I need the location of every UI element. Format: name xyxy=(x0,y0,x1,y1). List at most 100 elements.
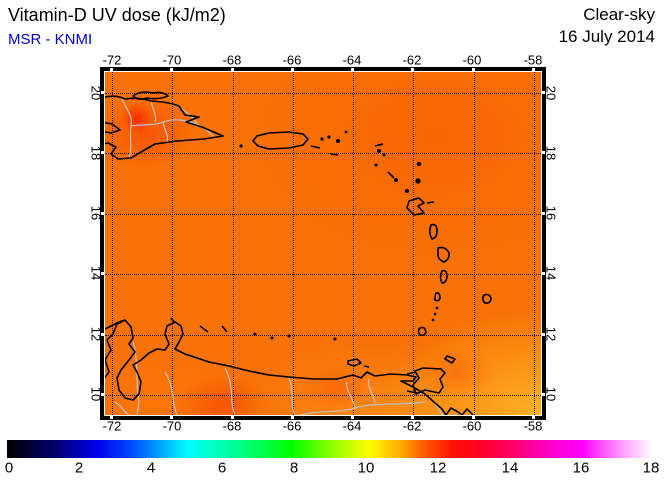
graticule-line xyxy=(105,335,541,336)
st-lucia xyxy=(439,269,448,284)
colorbar-tick-label: 18 xyxy=(642,459,660,477)
colorbar-tick-label: 0 xyxy=(4,459,14,477)
colorbar-tick-label: 8 xyxy=(289,459,299,477)
tick-notch xyxy=(101,272,104,275)
lon-tick-label-top: -60 xyxy=(462,52,482,68)
tick-notch xyxy=(542,393,545,396)
lon-tick-label-bottom: -62 xyxy=(402,418,422,434)
tick-notch xyxy=(472,416,475,419)
tick-notch xyxy=(542,212,545,215)
graticule-line xyxy=(413,72,414,415)
tick-notch xyxy=(101,333,104,336)
colorbar-tick-label: 2 xyxy=(74,459,84,477)
hispaniola-coast xyxy=(105,95,224,160)
lon-tick-label-bottom: -72 xyxy=(102,418,122,434)
lon-tick-label-bottom: -68 xyxy=(222,418,242,434)
colorbar-gradient xyxy=(7,440,653,458)
tick-notch xyxy=(101,91,104,94)
vieques xyxy=(310,145,321,149)
map-frame xyxy=(100,67,546,420)
lon-tick-label-bottom: -70 xyxy=(162,418,182,434)
graticule-line xyxy=(474,72,475,415)
grenada xyxy=(417,326,427,336)
data-source-label: MSR - KNMI xyxy=(8,31,93,48)
graticule-line xyxy=(112,72,113,415)
guajira-west-edge xyxy=(105,319,126,379)
tick-notch xyxy=(110,68,113,71)
orinoco-delta xyxy=(445,407,474,415)
tick-notch xyxy=(532,68,535,71)
graticule-line xyxy=(105,93,541,94)
isla-margarita xyxy=(347,358,362,367)
tick-notch xyxy=(291,68,294,71)
guadeloupe xyxy=(406,197,425,216)
tick-notch xyxy=(170,416,173,419)
graticule-line xyxy=(233,72,234,415)
uv-dose-field xyxy=(105,72,541,415)
graticule-line xyxy=(105,153,541,154)
tick-notch xyxy=(542,272,545,275)
lon-tick-label-top: -72 xyxy=(102,52,122,68)
coastline-paths xyxy=(105,91,492,415)
lon-tick-label-top: -68 xyxy=(222,52,242,68)
tick-notch xyxy=(411,416,414,419)
st-kitts xyxy=(387,171,395,179)
trinidad-peninsulas xyxy=(406,371,418,394)
coche xyxy=(363,365,370,368)
trinidad xyxy=(412,367,446,395)
aruba xyxy=(170,317,176,324)
south-america-coast xyxy=(105,319,447,415)
tick-notch xyxy=(532,416,535,419)
tick-notch xyxy=(542,151,545,154)
graticule-line xyxy=(105,214,541,215)
tick-notch xyxy=(231,68,234,71)
tobago xyxy=(444,355,456,364)
tick-notch xyxy=(110,416,113,419)
coastlines-layer xyxy=(105,91,492,415)
dominica xyxy=(428,223,438,240)
small-island-dots xyxy=(239,130,439,341)
martinique xyxy=(437,246,450,263)
page-title: Vitamin-D UV dose (kJ/m2) xyxy=(8,5,226,25)
anguilla xyxy=(374,143,384,147)
tick-notch xyxy=(542,91,545,94)
lon-tick-label-top: -64 xyxy=(342,52,362,68)
colorbar-tick-label: 16 xyxy=(572,459,590,477)
lon-tick-label-top: -66 xyxy=(282,52,302,68)
lon-tick-label-bottom: -60 xyxy=(462,418,482,434)
tick-notch xyxy=(351,68,354,71)
tortue-island xyxy=(132,91,169,100)
inland-borders-rivers xyxy=(114,98,444,415)
curacao xyxy=(199,325,209,333)
tick-notch xyxy=(101,151,104,154)
lon-tick-label-top: -62 xyxy=(402,52,422,68)
lon-tick-label-bottom: -58 xyxy=(523,418,543,434)
tick-notch xyxy=(170,68,173,71)
tick-notch xyxy=(411,68,414,71)
graticule-line xyxy=(293,72,294,415)
date-label: 16 July 2014 xyxy=(558,27,655,46)
colorbar-tick-label: 4 xyxy=(146,459,156,477)
colorbar-tick-label: 12 xyxy=(429,459,447,477)
la-desirade xyxy=(426,201,435,204)
tick-notch xyxy=(542,333,545,336)
sky-condition-label: Clear-sky xyxy=(583,5,655,24)
lon-tick-label-top: -58 xyxy=(523,52,543,68)
graticule-line xyxy=(353,72,354,415)
colorbar-tick-label: 10 xyxy=(357,459,375,477)
colorbar-tick-label: 14 xyxy=(501,459,519,477)
lon-tick-label-top: -70 xyxy=(162,52,182,68)
tick-notch xyxy=(291,416,294,419)
tick-notch xyxy=(101,212,104,215)
colorbar-tick-label: 6 xyxy=(217,459,227,477)
bonaire xyxy=(221,325,228,333)
barbados xyxy=(481,293,492,304)
tick-notch xyxy=(101,393,104,396)
tick-notch xyxy=(231,416,234,419)
tick-notch xyxy=(351,416,354,419)
lon-tick-label-bottom: -64 xyxy=(342,418,362,434)
haiti-claw xyxy=(105,121,121,134)
st-vincent xyxy=(434,292,441,302)
graticule-line xyxy=(534,72,535,415)
